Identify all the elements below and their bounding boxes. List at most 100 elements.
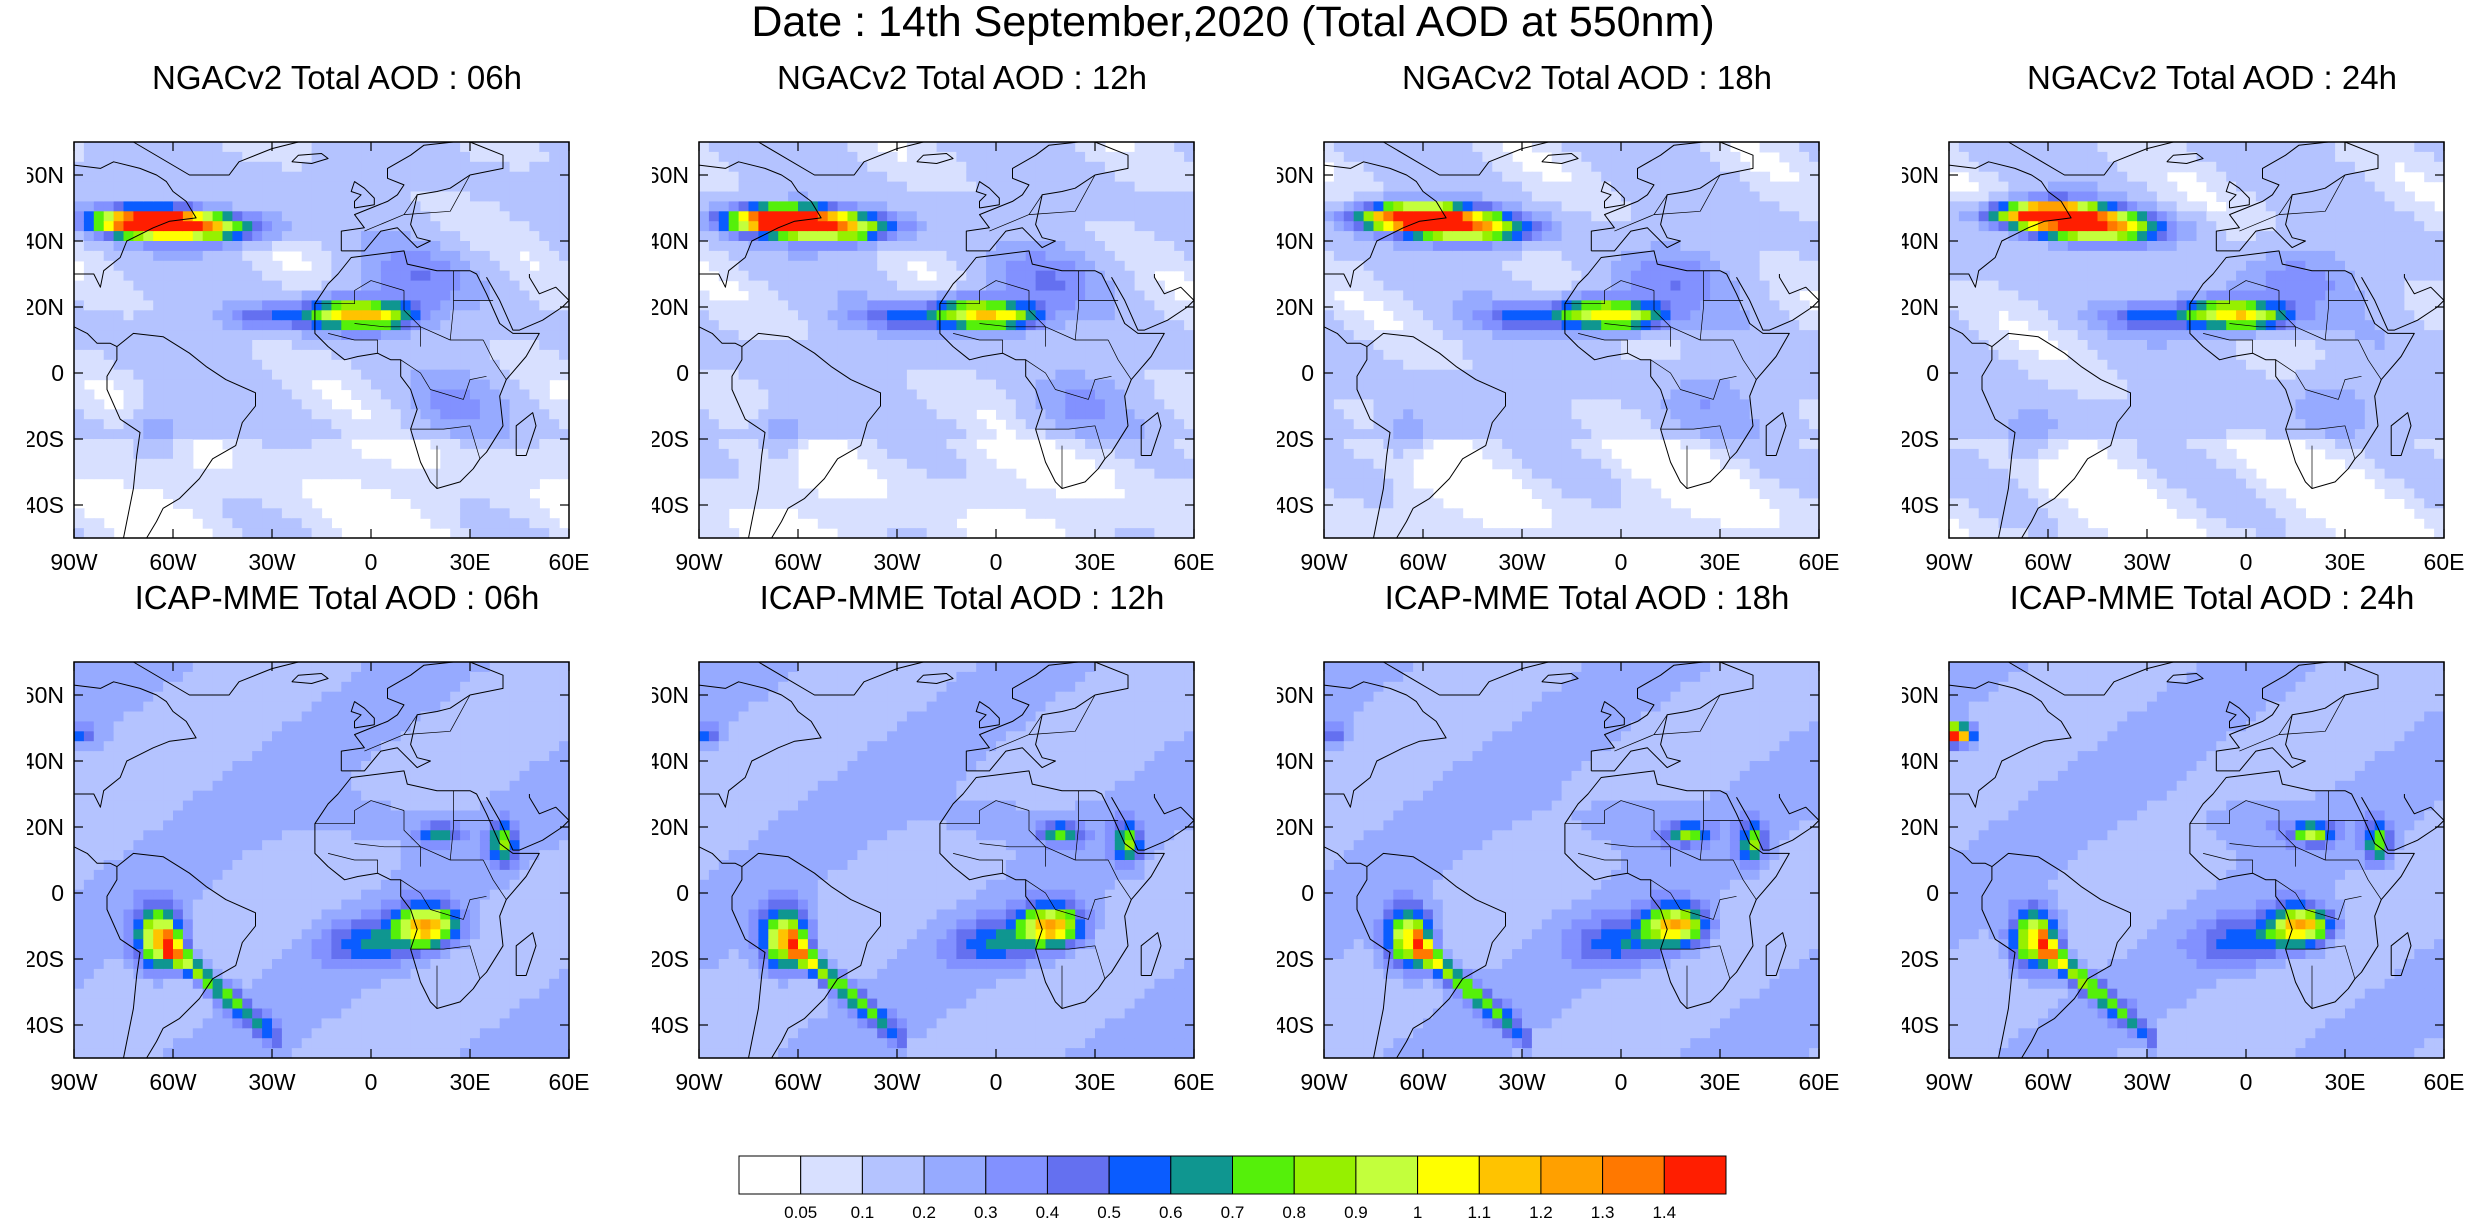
coastline-britain bbox=[350, 701, 375, 729]
y-tick-label: 20N bbox=[1277, 294, 1314, 320]
panel-title: ICAP-MME Total AOD : 24h bbox=[2009, 579, 2415, 616]
coastline-britain bbox=[975, 701, 1000, 729]
coastline-south-america bbox=[1981, 852, 2131, 1059]
coastline-madagascar bbox=[1140, 412, 1162, 456]
x-tick-label: 30W bbox=[248, 549, 296, 575]
coastline-north-america bbox=[1948, 681, 2072, 808]
coastline-africa bbox=[939, 250, 1165, 489]
y-tick-label: 60N bbox=[1902, 162, 1939, 188]
coastline-africa bbox=[1564, 770, 1790, 1009]
country-border bbox=[449, 790, 454, 861]
colorbar-swatch bbox=[800, 1155, 863, 1195]
coastlines bbox=[698, 661, 1195, 1059]
country-border bbox=[1028, 694, 1096, 735]
map-panel: NGACv2 Total AOD : 06h 90W 60W 30W 0 30E 60E 60… bbox=[27, 58, 647, 578]
y-tick-label: 20S bbox=[652, 426, 689, 452]
y-tick-label: 60N bbox=[27, 682, 64, 708]
country-border bbox=[1732, 339, 1757, 380]
x-tick-label: 30W bbox=[248, 1069, 296, 1095]
coastline-central-america bbox=[73, 326, 118, 348]
colorbar-swatch bbox=[1478, 1155, 1542, 1195]
country-border bbox=[1074, 270, 1079, 341]
aod-field bbox=[1324, 142, 1820, 539]
colorbar-swatch bbox=[1355, 1155, 1419, 1195]
y-tick-label: 60N bbox=[1277, 162, 1314, 188]
colorbar-label: 1 bbox=[1413, 1203, 1422, 1222]
coastline-north-america bbox=[1323, 161, 1447, 288]
country-border bbox=[354, 843, 484, 861]
colorbar-swatch bbox=[1108, 1155, 1172, 1195]
colorbar-label: 0.5 bbox=[1097, 1203, 1121, 1222]
map-panel: ICAP-MME Total AOD : 06h 90W 60W 30W 0 30E 60E… bbox=[27, 578, 647, 1098]
figure-title: Date : 14th September,2020 (Total AOD at… bbox=[751, 0, 1715, 46]
colorbar-label: 0.9 bbox=[1344, 1203, 1368, 1222]
country-border bbox=[1107, 859, 1132, 900]
coastline-iceland bbox=[1541, 153, 1579, 164]
coastline-europe bbox=[2215, 141, 2379, 252]
coastlines bbox=[73, 141, 570, 539]
country-border bbox=[1074, 790, 1079, 861]
country-border bbox=[2189, 280, 2280, 305]
y-tick-label: 60N bbox=[652, 162, 689, 188]
x-tick-label: 0 bbox=[1615, 549, 1628, 575]
coastline-south-america bbox=[1356, 852, 1506, 1059]
colorbar-label: 0.1 bbox=[851, 1203, 875, 1222]
coastlines bbox=[73, 661, 570, 1059]
coastline-greenland bbox=[758, 141, 924, 176]
y-tick-label: 40N bbox=[1277, 228, 1314, 254]
coastlines bbox=[1948, 141, 2445, 539]
aod-field bbox=[74, 662, 570, 1059]
y-tick-label: 0 bbox=[1926, 360, 1939, 386]
x-tick-label: 60W bbox=[1399, 549, 1447, 575]
coastline-north-america bbox=[1323, 681, 1447, 808]
coastline-north-america bbox=[1948, 161, 2072, 288]
y-tick-label: 60N bbox=[1277, 682, 1314, 708]
country-border bbox=[1699, 270, 1704, 341]
y-tick-label: 0 bbox=[1301, 360, 1314, 386]
y-tick-label: 20S bbox=[27, 946, 64, 972]
x-tick-label: 90W bbox=[1925, 1069, 1973, 1095]
coastlines bbox=[1323, 141, 1820, 539]
colorbar-label: 0.3 bbox=[974, 1203, 998, 1222]
coastline-central-america bbox=[1323, 326, 1368, 348]
country-border bbox=[1028, 174, 1096, 215]
country-border bbox=[1653, 810, 1671, 867]
x-tick-label: 30W bbox=[1498, 1069, 1546, 1095]
country-border bbox=[2324, 270, 2329, 341]
country-border bbox=[1107, 339, 1132, 380]
x-tick-label: 60W bbox=[2024, 1069, 2072, 1095]
x-tick-label: 90W bbox=[1925, 549, 1973, 575]
y-tick-label: 40S bbox=[27, 492, 64, 518]
coastline-britain bbox=[1600, 701, 1625, 729]
panel-title: NGACv2 Total AOD : 24h bbox=[2027, 59, 2397, 96]
coastline-africa bbox=[2189, 770, 2415, 1009]
country-border bbox=[2229, 323, 2359, 341]
colorbar-swatch bbox=[1602, 1155, 1665, 1195]
map-panel: ICAP-MME Total AOD : 24h 90W 60W 30W 0 30E 60E… bbox=[1902, 578, 2466, 1098]
coastline-central-america bbox=[73, 846, 118, 868]
x-tick-label: 90W bbox=[675, 549, 723, 575]
colorbar-label: 0.05 bbox=[784, 1203, 817, 1222]
x-tick-label: 0 bbox=[365, 1069, 378, 1095]
country-border bbox=[953, 333, 1003, 354]
coastline-europe bbox=[965, 661, 1129, 772]
coastline-greenland bbox=[2008, 661, 2174, 696]
country-border bbox=[1035, 945, 1106, 979]
country-border bbox=[1660, 945, 1731, 979]
country-border bbox=[2275, 359, 2362, 400]
y-tick-label: 20S bbox=[652, 946, 689, 972]
country-border bbox=[1653, 694, 1721, 735]
coastline-south-america bbox=[106, 332, 256, 539]
y-tick-label: 20N bbox=[652, 294, 689, 320]
coastline-africa bbox=[2189, 250, 2415, 489]
x-tick-label: 30E bbox=[1075, 549, 1116, 575]
x-tick-label: 0 bbox=[2240, 1069, 2253, 1095]
country-border bbox=[354, 323, 484, 341]
y-tick-label: 60N bbox=[652, 682, 689, 708]
coastline-central-america bbox=[1948, 846, 1993, 868]
country-border bbox=[403, 694, 471, 735]
coastline-madagascar bbox=[1765, 412, 1787, 456]
map-panel: ICAP-MME Total AOD : 18h 90W 60W 30W 0 30E 60E… bbox=[1277, 578, 1897, 1098]
coastline-greenland bbox=[1383, 141, 1549, 176]
x-tick-label: 90W bbox=[675, 1069, 723, 1095]
